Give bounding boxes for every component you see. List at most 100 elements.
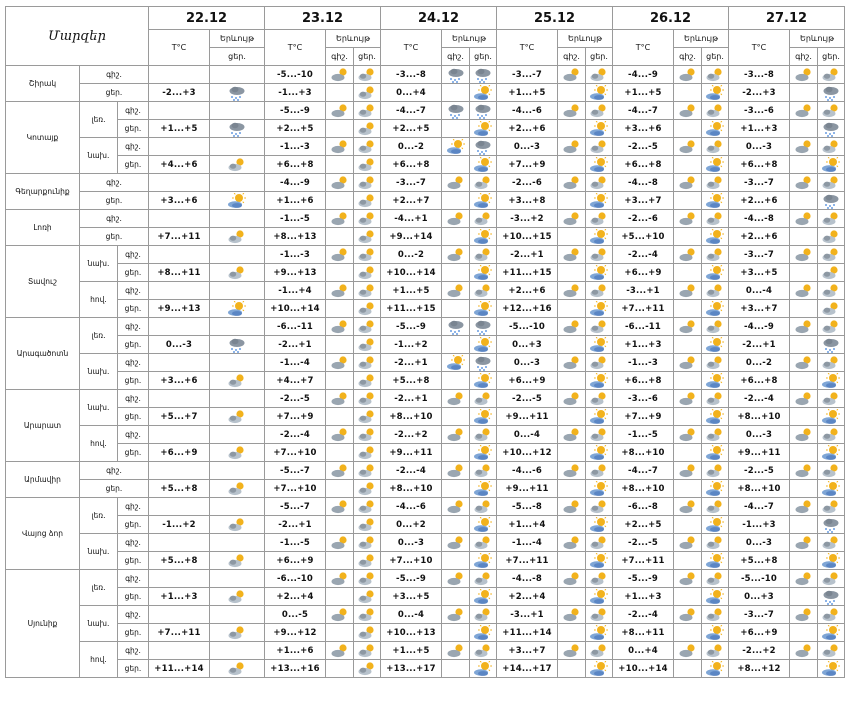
partly-cloudy-icon: [471, 247, 496, 263]
weather-cell-day: [469, 443, 497, 462]
weather-cell-night: [325, 353, 354, 372]
temperature-cell: +5...+7: [148, 407, 210, 426]
temperature-cell: +10...+14: [380, 263, 442, 282]
temperature-cell: +3...+6: [612, 119, 674, 138]
weather-cell-day: [701, 605, 729, 624]
weather-cell-night: [673, 317, 702, 336]
weather-cell-day: [701, 533, 729, 552]
weather-cell: [209, 173, 265, 192]
temperature-cell: +9...+14: [380, 227, 442, 246]
temperature-cell: -6...-11: [612, 317, 674, 336]
weather-cell-night: [557, 443, 586, 462]
temperature-cell: -4...-6: [380, 497, 442, 516]
temperature-cell: +11...+14: [496, 623, 558, 642]
weather-cell-night: [441, 83, 470, 102]
weather-cell-day: [353, 425, 381, 444]
weather-cell-day: [701, 461, 729, 480]
temperature-cell: -2...+3: [728, 83, 790, 102]
weather-cell-day: [701, 425, 729, 444]
weather-cell-night: [673, 227, 702, 246]
partly-cloudy-icon: [791, 139, 817, 155]
weather-cell-day: [469, 335, 497, 354]
partly-cloudy-icon: [355, 283, 380, 299]
weather-cell-night: [325, 371, 354, 390]
sub-area-label: նախ.: [79, 137, 118, 174]
table-row: Արագածոտն լեռ. գիշ. -6...-11 -5...-9 -5...-10…: [5, 317, 845, 390]
partly-cloudy-icon: [355, 499, 380, 515]
partly-cloudy-icon: [675, 607, 701, 623]
temperature-cell: +6...+9: [612, 263, 674, 282]
temperature-cell: [148, 101, 210, 120]
weather-cell-night: [557, 605, 586, 624]
partly-cloudy-icon: [819, 463, 844, 479]
sun-cloud-icon: [703, 372, 728, 389]
partly-cloudy-icon: [327, 499, 353, 515]
weather-cell-night: [673, 533, 702, 552]
weather-cell-night: [789, 119, 818, 138]
weather-cell-night: [789, 209, 818, 228]
temperature-cell: -2...-4: [380, 461, 442, 480]
sun-cloud-icon: [587, 336, 612, 353]
weather-cell-night: [789, 479, 818, 498]
region-name: Արարատ: [5, 389, 80, 462]
partly-cloudy-icon: [819, 139, 844, 155]
weather-cell-day: [817, 515, 845, 534]
weather-cell-night: [557, 119, 586, 138]
temperature-cell: -5...-9: [264, 101, 326, 120]
weather-cell-day: [469, 605, 497, 624]
weather-cell-night: [557, 587, 586, 606]
weather-label: Երևույթ: [557, 29, 613, 48]
weather-cell-day: [701, 317, 729, 336]
partly-cloudy-icon: [559, 175, 585, 191]
time-of-day-label: գիշ.: [79, 461, 149, 480]
temperature-cell: -5...-7: [264, 461, 326, 480]
temperature-cell: [148, 461, 210, 480]
weather-cell-day: [817, 209, 845, 228]
partly-cloudy-icon: [443, 643, 469, 659]
weather-cell-day: [585, 569, 613, 588]
partly-cloudy-icon: [211, 445, 264, 461]
partly-cloudy-icon: [355, 193, 380, 209]
weather-cell-night: [325, 533, 354, 552]
partly-cloudy-icon: [703, 499, 728, 515]
weather-cell-day: [469, 569, 497, 588]
partly-cloudy-icon: [471, 643, 496, 659]
partly-cloudy-icon: [327, 355, 353, 371]
table-row: հով. գիշ. -2...-4 -2...+2 0...-4 -1...-5 0...-…: [6, 425, 845, 462]
weather-cell-night: [673, 515, 702, 534]
partly-cloudy-icon: [703, 643, 728, 659]
weather-cell-night: [673, 479, 702, 498]
partly-cloudy-icon: [819, 391, 844, 407]
partly-cloudy-icon: [355, 229, 380, 245]
weather-cell-day: [353, 515, 381, 534]
weather-cell-day: [817, 173, 845, 192]
weather-cell-day: [817, 443, 845, 462]
partly-cloudy-icon: [471, 175, 496, 191]
temperature-cell: 0...-5: [264, 605, 326, 624]
temperature-cell: -1...+3: [728, 515, 790, 534]
weather-cell-day: [817, 389, 845, 408]
weather-cell-night: [441, 533, 470, 552]
weather-cell-day: [469, 587, 497, 606]
weather-cell: [209, 641, 265, 660]
day-label: ցեր.: [209, 47, 265, 66]
weather-cell-night: [789, 659, 818, 678]
sun-cloud-icon: [703, 300, 728, 317]
temperature-cell: -3...-7: [728, 173, 790, 192]
temperature-cell: [148, 389, 210, 408]
partly-cloudy-icon: [703, 139, 728, 155]
temperature-cell: +2...+4: [264, 587, 326, 606]
weather-cell-night: [673, 173, 702, 192]
weather-cell-day: [353, 65, 381, 84]
temperature-cell: -2...+1: [264, 515, 326, 534]
weather-cell: [209, 659, 265, 678]
partly-cloudy-icon: [675, 499, 701, 515]
weather-cell-night: [557, 479, 586, 498]
temperature-cell: -5...-7: [264, 497, 326, 516]
temperature-cell: +8...+12: [728, 659, 790, 678]
table-row: ցեր. +3...+6 +1...+6 +2...+7 +3...+8 +3...+7 +…: [6, 191, 845, 210]
weather-cell-day: [701, 299, 729, 318]
weather-cell-night: [441, 209, 470, 228]
weather-cell-day: [469, 263, 497, 282]
time-of-day-label: գիշ.: [79, 65, 149, 84]
